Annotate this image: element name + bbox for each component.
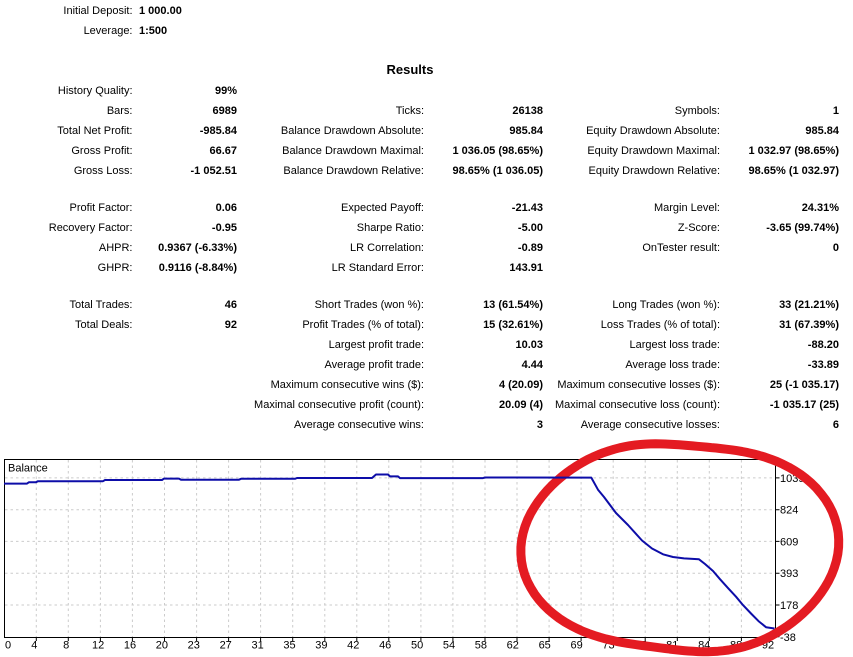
svg-text:-38: -38	[780, 632, 796, 644]
svg-text:20: 20	[156, 640, 168, 652]
svg-text:35: 35	[283, 640, 295, 652]
svg-text:609: 609	[780, 536, 798, 548]
svg-text:31: 31	[251, 640, 263, 652]
svg-text:50: 50	[411, 640, 423, 652]
svg-text:Balance: Balance	[8, 463, 48, 475]
svg-text:8: 8	[63, 640, 69, 652]
svg-text:0: 0	[5, 640, 11, 652]
svg-text:178: 178	[780, 600, 798, 612]
svg-text:23: 23	[188, 640, 200, 652]
svg-text:69: 69	[570, 640, 582, 652]
svg-text:39: 39	[315, 640, 327, 652]
svg-text:393: 393	[780, 568, 798, 580]
svg-text:46: 46	[379, 640, 391, 652]
svg-text:62: 62	[507, 640, 519, 652]
svg-text:824: 824	[780, 505, 798, 517]
svg-text:12: 12	[92, 640, 104, 652]
svg-text:54: 54	[443, 640, 455, 652]
svg-text:65: 65	[539, 640, 551, 652]
svg-text:58: 58	[475, 640, 487, 652]
svg-text:4: 4	[31, 640, 37, 652]
svg-text:42: 42	[347, 640, 359, 652]
svg-text:16: 16	[124, 640, 136, 652]
svg-text:27: 27	[220, 640, 232, 652]
